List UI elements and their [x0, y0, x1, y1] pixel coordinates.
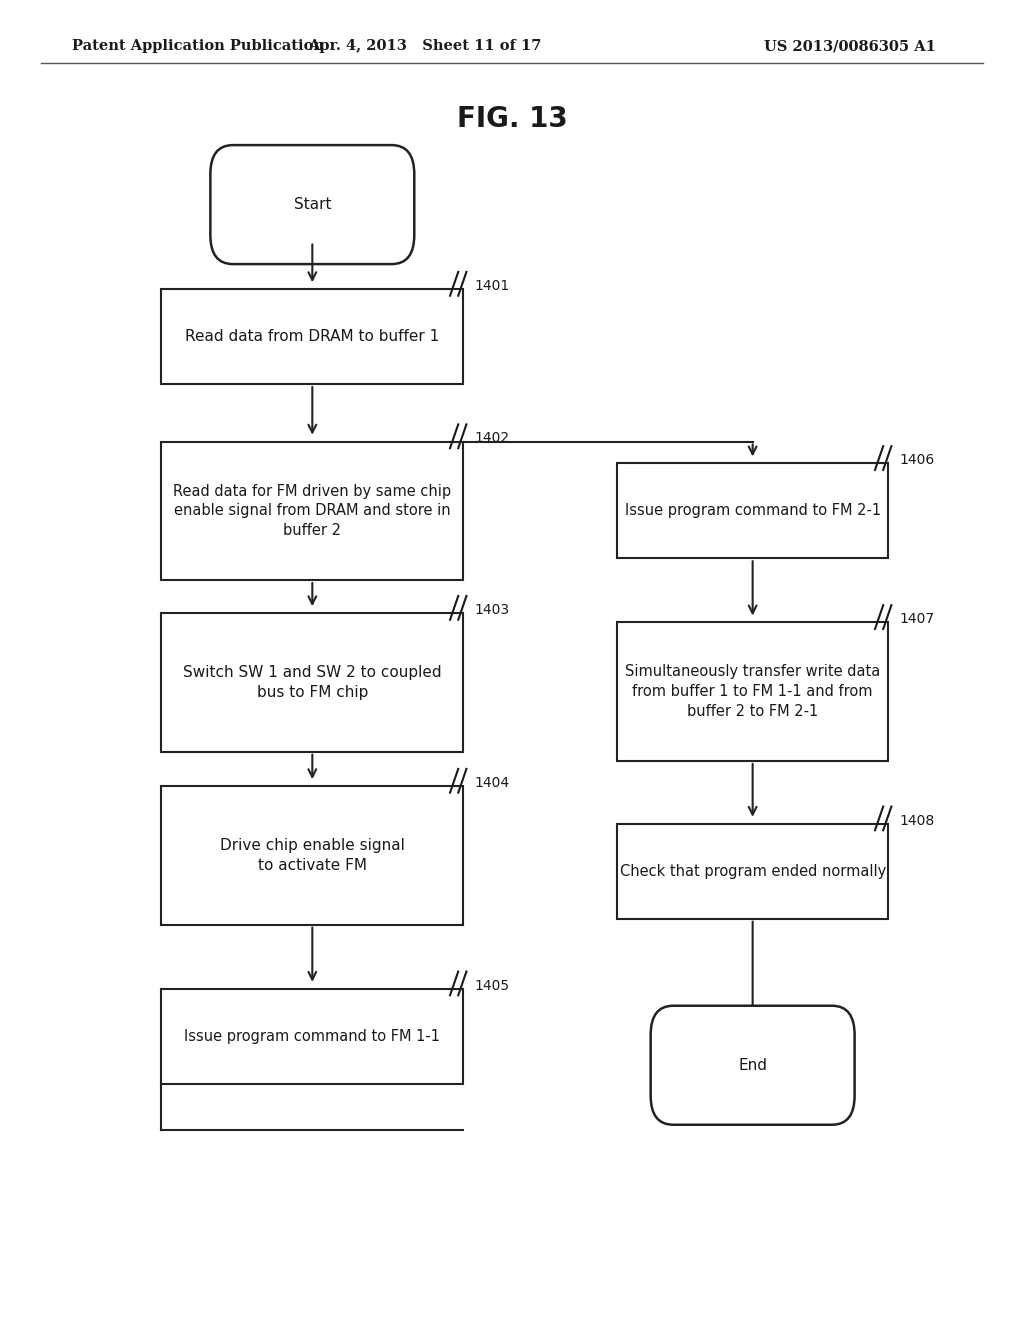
Text: Switch SW 1 and SW 2 to coupled
bus to FM chip: Switch SW 1 and SW 2 to coupled bus to F… [183, 665, 441, 700]
FancyBboxPatch shape [210, 145, 415, 264]
Text: 1402: 1402 [475, 432, 510, 446]
Text: Issue program command to FM 1-1: Issue program command to FM 1-1 [184, 1028, 440, 1044]
Text: FIG. 13: FIG. 13 [457, 104, 567, 133]
Text: Read data for FM driven by same chip
enable signal from DRAM and store in
buffer: Read data for FM driven by same chip ena… [173, 483, 452, 539]
Text: Start: Start [294, 197, 331, 213]
FancyBboxPatch shape [162, 989, 463, 1084]
Text: Patent Application Publication: Patent Application Publication [72, 40, 324, 53]
FancyBboxPatch shape [162, 289, 463, 384]
Text: Apr. 4, 2013   Sheet 11 of 17: Apr. 4, 2013 Sheet 11 of 17 [308, 40, 542, 53]
Text: Issue program command to FM 2-1: Issue program command to FM 2-1 [625, 503, 881, 519]
Text: 1401: 1401 [475, 279, 510, 293]
Text: 1404: 1404 [475, 776, 510, 789]
FancyBboxPatch shape [616, 824, 889, 919]
Text: US 2013/0086305 A1: US 2013/0086305 A1 [764, 40, 936, 53]
Text: Simultaneously transfer write data
from buffer 1 to FM 1-1 and from
buffer 2 to : Simultaneously transfer write data from … [625, 664, 881, 719]
Text: Check that program ended normally: Check that program ended normally [620, 863, 886, 879]
Text: Read data from DRAM to buffer 1: Read data from DRAM to buffer 1 [185, 329, 439, 345]
Text: 1405: 1405 [475, 978, 510, 993]
FancyBboxPatch shape [162, 612, 463, 752]
FancyBboxPatch shape [162, 441, 463, 581]
Text: 1406: 1406 [899, 453, 935, 467]
FancyBboxPatch shape [162, 787, 463, 924]
Text: 1408: 1408 [899, 813, 935, 828]
FancyBboxPatch shape [616, 623, 889, 760]
Text: End: End [738, 1057, 767, 1073]
Text: 1403: 1403 [475, 603, 510, 618]
Text: 1407: 1407 [899, 612, 935, 627]
FancyBboxPatch shape [616, 463, 889, 558]
Text: Drive chip enable signal
to activate FM: Drive chip enable signal to activate FM [220, 838, 404, 873]
FancyBboxPatch shape [650, 1006, 855, 1125]
